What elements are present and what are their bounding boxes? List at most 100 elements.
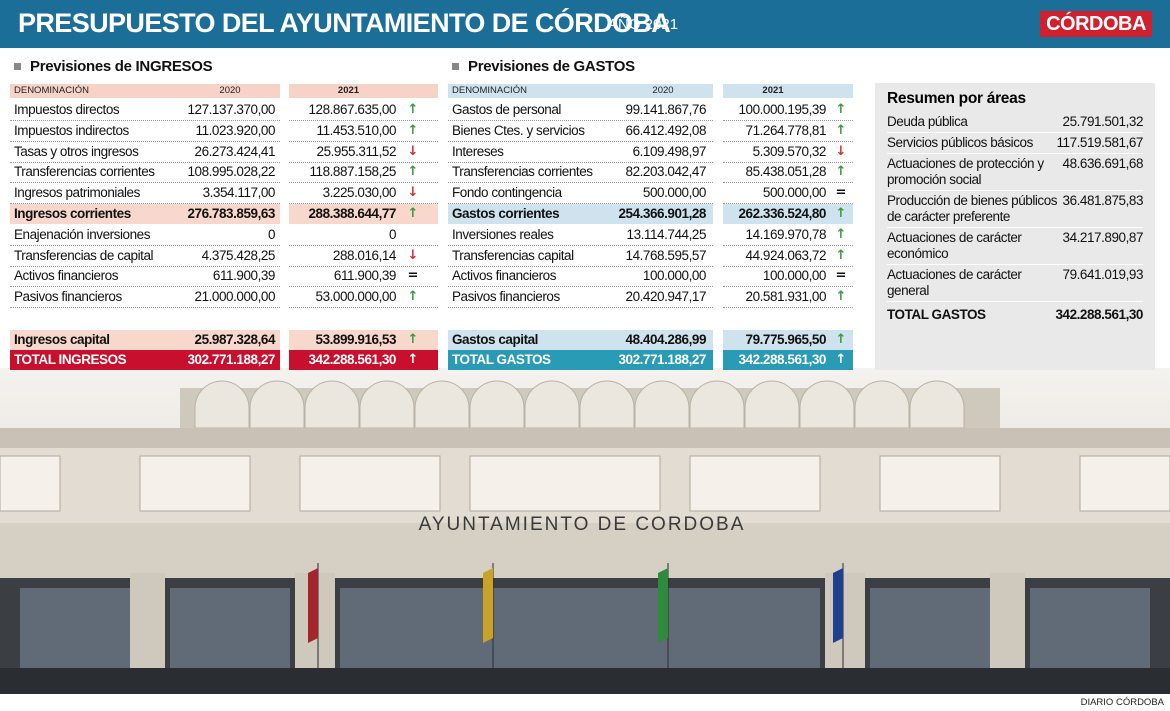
row-bg [10, 330, 280, 350]
trend-icon: ↓ [407, 247, 419, 263]
value-2021: 611.900,39 [333, 268, 397, 284]
trend-icon: ↑ [835, 122, 847, 138]
value-2020: 302.771.188,27 [187, 352, 275, 367]
trend-icon: ↓ [407, 185, 419, 201]
summary-total-value: 342.288.561,30 [1055, 307, 1143, 322]
credit: DIARIO CÓRDOBA [1080, 697, 1164, 708]
value-2020: 611.900,39 [212, 268, 276, 284]
value-2021: 71.264.778,81 [745, 122, 827, 138]
summary-value: 117.519.581,67 [1056, 135, 1143, 150]
row-bg [448, 330, 713, 350]
value-2021: 342.288.561,30 [738, 352, 826, 367]
value-2021: 288.016,14 [332, 247, 397, 263]
row-bg [289, 246, 438, 267]
value-2020: 66.412.492,08 [625, 122, 707, 138]
row-bg [723, 225, 853, 246]
row-bg [289, 183, 438, 205]
value-2020: 276.783.859,63 [187, 206, 275, 221]
trend-icon: ↑ [835, 206, 847, 221]
column-header: 2020 [652, 85, 674, 96]
row-label: Intereses [452, 143, 504, 159]
row-bg [10, 100, 280, 121]
summary-row: Actuaciones de carácter económico 34.217.… [887, 228, 1143, 265]
trend-icon: ↑ [407, 332, 419, 347]
row-bg [10, 246, 280, 267]
value-2020: 3.354.117,00 [202, 185, 276, 201]
value-2020: 6.109.498,97 [632, 143, 707, 159]
row-bg [10, 287, 280, 309]
summary-heading: Resumen por áreas [887, 90, 1026, 107]
summary-total-label: TOTAL GASTOS [887, 307, 986, 322]
row-bg [448, 287, 713, 309]
value-2021: 288.388.644,77 [308, 206, 396, 221]
value-2021: 100.000,00 [762, 268, 827, 284]
value-2020: 127.137.370,00 [187, 102, 275, 117]
summary-label: Producción de bienes públicos de carácte… [887, 193, 1058, 224]
trend-icon: ↑ [835, 102, 847, 117]
value-2020: 302.771.188,27 [618, 352, 706, 367]
value-2021: 5.309.570,32 [752, 143, 827, 159]
column-header: DENOMINACIÓN [452, 85, 527, 96]
value-2021: 342.288.561,30 [308, 352, 396, 367]
summary-row: Actuaciones de carácter general 79.641.01… [887, 265, 1143, 302]
summary-row: Actuaciones de protección y promoción so… [887, 154, 1143, 191]
row-bg [723, 162, 853, 184]
value-2020: 20.420.947,17 [625, 289, 707, 305]
row-bg [10, 204, 280, 224]
trend-icon: ↑ [407, 122, 419, 138]
trend-icon: ↓ [407, 143, 419, 159]
trend-icon: ↓ [835, 143, 847, 159]
value-2021: 44.924.063,72 [745, 247, 827, 263]
row-bg [289, 266, 438, 288]
row-label: TOTAL INGRESOS [14, 352, 127, 367]
column-header: 2021 [762, 85, 784, 96]
row-label: Activos financieros [14, 268, 118, 284]
summary-value: 36.481.875,83 [1062, 193, 1144, 208]
column-header: DENOMINACIÓN [14, 85, 89, 96]
row-label: Bienes Ctes. y servicios [452, 122, 585, 138]
row-bg [289, 330, 438, 350]
row-bg [448, 162, 713, 184]
row-bg [289, 142, 438, 163]
trend-icon: ↑ [835, 247, 847, 263]
value-2021: 128.867.635,00 [308, 102, 396, 117]
value-2021: 14.169.970,78 [745, 226, 827, 242]
building-sign: AYUNTAMIENTO DE CORDOBA [419, 514, 746, 535]
summary-value: 79.641.019,93 [1062, 267, 1144, 282]
header-bar [0, 0, 1170, 48]
value-2021: 11.453.510,00 [316, 122, 397, 138]
row-label: Inversiones reales [452, 226, 554, 242]
value-2020: 99.141.867,76 [625, 102, 707, 117]
row-label: Ingresos patrimoniales [14, 185, 140, 201]
row-bg [448, 350, 713, 370]
row-bg [289, 225, 438, 246]
value-2020: 108.995.028,22 [187, 164, 275, 180]
value-2021: 118.887.158,25 [309, 164, 396, 180]
row-label: TOTAL GASTOS [452, 352, 551, 367]
value-2020: 4.375.428,25 [201, 247, 276, 263]
row-bg [448, 142, 713, 163]
value-2020: 11.023.920,00 [195, 122, 276, 138]
row-bg [723, 287, 853, 309]
trend-icon: ↑ [835, 332, 847, 347]
value-2020: 254.366.901,28 [618, 206, 706, 221]
value-2020: 500.000,00 [642, 185, 707, 201]
row-label: Activos financieros [452, 268, 556, 284]
summary-value: 25.791.501,32 [1062, 114, 1144, 129]
trend-icon: = [835, 268, 847, 284]
row-bg [448, 100, 713, 121]
row-bg [10, 142, 280, 163]
column-header: 2021 [337, 85, 360, 96]
row-bg [723, 204, 853, 224]
summary-total: TOTAL GASTOS 342.288.561,30 [887, 302, 1143, 325]
row-bg [289, 350, 438, 370]
row-bg [10, 162, 280, 184]
summary-label: Actuaciones de carácter económico [887, 230, 1022, 261]
row-bg [10, 225, 280, 246]
row-label: Impuestos directos [14, 102, 120, 117]
summary-value: 48.636.691,68 [1062, 156, 1144, 171]
row-label: Transferencias de capital [14, 247, 154, 263]
title: PRESUPUESTO DEL AYUNTAMIENTO DE CÓRDOBA [18, 8, 671, 38]
value-2020: 82.203.042,47 [625, 164, 707, 180]
section-heading: Previsiones de INGRESOS [30, 58, 213, 75]
